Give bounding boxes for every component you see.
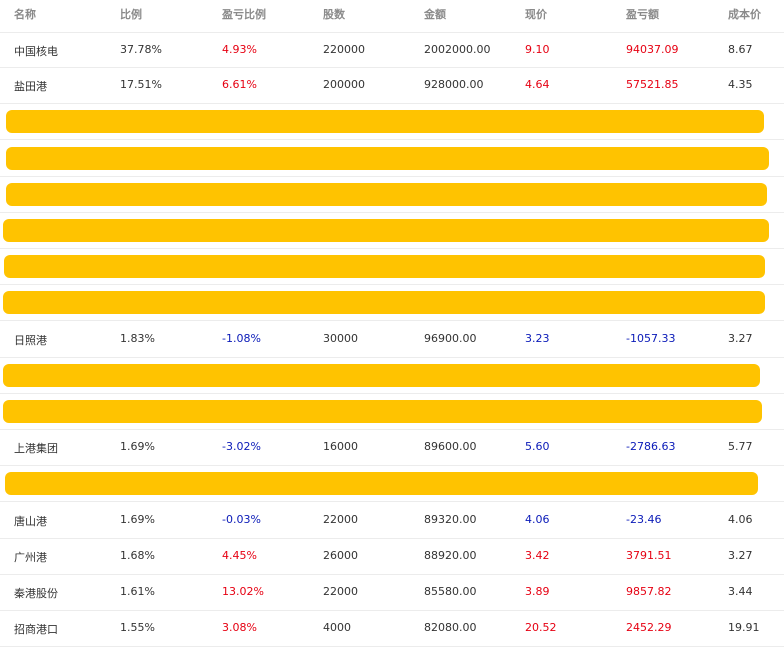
cell-price: 4.64	[525, 78, 550, 92]
table-row[interactable]: 上港集团 1.69% -3.02% 16000 89600.00 5.60 -2786.63…	[0, 430, 784, 467]
cell-price: 9.10	[525, 43, 550, 56]
cell-pl: 9857.82	[626, 585, 672, 598]
cell-name: 盐田港	[14, 80, 47, 94]
cell-pl: 2452.29	[626, 621, 672, 635]
cell-amount: 85580.00	[424, 585, 477, 598]
redaction-bar	[6, 146, 769, 170]
cell-amount: 88920.00	[424, 548, 477, 562]
cell-shares: 4000	[323, 621, 351, 635]
cell-pl-ratio: 6.61%	[222, 78, 257, 92]
cell-shares: 200000	[323, 78, 365, 92]
cell-cost: 4.35	[728, 78, 753, 92]
redaction-bar	[3, 363, 760, 387]
column-header-ratio[interactable]: 比例	[120, 8, 142, 21]
cell-pl-ratio: 13.02%	[222, 585, 264, 598]
cell-ratio: 17.51%	[120, 78, 162, 92]
cell-pl-ratio: 3.08%	[222, 621, 257, 635]
cell-pl-ratio: -1.08%	[222, 331, 261, 345]
column-header-name[interactable]: 名称	[14, 8, 36, 21]
cell-amount: 89600.00	[424, 440, 477, 454]
cell-pl: 94037.09	[626, 43, 679, 56]
cell-price: 5.60	[525, 440, 550, 454]
redaction-bar	[3, 400, 762, 423]
redaction-bar	[5, 472, 758, 496]
column-header-pl-ratio[interactable]: 盈亏比例	[222, 8, 266, 21]
table-row[interactable]: 秦港股份 1.61% 13.02% 22000 85580.00 3.89 9857.82 3…	[0, 575, 784, 611]
cell-amount: 82080.00	[424, 621, 477, 635]
cell-name: 日照港	[14, 333, 47, 347]
table-row[interactable]: 日照港 1.83% -1.08% 30000 96900.00 3.23 -1057.33 3…	[0, 322, 784, 358]
cell-pl-ratio: -0.03%	[222, 512, 261, 526]
cell-pl: -23.46	[626, 512, 662, 526]
cell-price: 20.52	[525, 621, 557, 635]
table-row-redacted[interactable]	[0, 141, 784, 177]
cell-amount: 2002000.00	[424, 43, 491, 56]
table-row-redacted[interactable]	[0, 177, 784, 213]
cell-cost: 19.91	[728, 621, 760, 635]
cell-amount: 928000.00	[424, 78, 484, 92]
column-header-amount[interactable]: 金额	[424, 8, 446, 21]
cell-name: 唐山港	[14, 514, 47, 528]
column-header-shares[interactable]: 股数	[323, 8, 345, 21]
cell-cost: 5.77	[728, 440, 753, 454]
cell-pl: 57521.85	[626, 78, 679, 92]
cell-price: 4.06	[525, 512, 550, 526]
cell-shares: 30000	[323, 331, 358, 345]
column-header-pl[interactable]: 盈亏额	[626, 8, 659, 21]
cell-pl: -1057.33	[626, 331, 676, 345]
table-row[interactable]: 广州港 1.68% 4.45% 26000 88920.00 3.42 3791.51 3.2…	[0, 539, 784, 575]
table-row-redacted[interactable]	[0, 358, 784, 394]
cell-name: 上港集团	[14, 442, 58, 456]
cell-pl-ratio: 4.45%	[222, 548, 257, 562]
cell-shares: 16000	[323, 440, 358, 454]
cell-name: 广州港	[14, 550, 47, 564]
cell-pl-ratio: -3.02%	[222, 440, 261, 454]
redaction-bar	[4, 255, 765, 279]
cell-cost: 8.67	[728, 43, 753, 56]
cell-price: 3.89	[525, 585, 550, 598]
cell-name: 秦港股份	[14, 587, 58, 600]
cell-cost: 4.06	[728, 512, 753, 526]
redaction-bar	[6, 182, 767, 206]
cell-pl-ratio: 4.93%	[222, 43, 257, 56]
cell-ratio: 37.78%	[120, 43, 162, 56]
cell-name: 招商港口	[14, 623, 58, 637]
cell-price: 3.23	[525, 331, 550, 345]
cell-shares: 22000	[323, 512, 358, 526]
cell-amount: 89320.00	[424, 512, 477, 526]
table-row[interactable]: 招商港口 1.55% 3.08% 4000 82080.00 20.52 2452.29 19…	[0, 611, 784, 648]
cell-pl: -2786.63	[626, 440, 676, 454]
table-row[interactable]: 中国核电 37.78% 4.93% 220000 2002000.00 9.10 94037…	[0, 32, 784, 68]
column-header-cost[interactable]: 成本价	[728, 8, 761, 21]
cell-pl: 3791.51	[626, 548, 672, 562]
table-row[interactable]: 盐田港 17.51% 6.61% 200000 928000.00 4.64 57521.8…	[0, 68, 784, 105]
redaction-bar	[3, 219, 769, 242]
cell-ratio: 1.69%	[120, 512, 155, 526]
cell-cost: 3.27	[728, 548, 753, 562]
column-header-price[interactable]: 现价	[525, 8, 547, 21]
cell-ratio: 1.68%	[120, 548, 155, 562]
cell-cost: 3.27	[728, 331, 753, 345]
cell-name: 中国核电	[14, 45, 58, 58]
table-row-redacted[interactable]	[0, 466, 784, 503]
table-row-redacted[interactable]	[0, 213, 784, 249]
table-row-redacted[interactable]	[0, 104, 784, 141]
cell-amount: 96900.00	[424, 331, 477, 345]
table-header: 名称 比例 盈亏比例 股数 金额 现价 盈亏额 成本价	[0, 0, 784, 30]
cell-ratio: 1.55%	[120, 621, 155, 635]
cell-price: 3.42	[525, 548, 550, 562]
redaction-bar	[3, 291, 765, 315]
cell-ratio: 1.61%	[120, 585, 155, 598]
cell-shares: 22000	[323, 585, 358, 598]
redaction-bar	[6, 110, 764, 134]
cell-shares: 26000	[323, 548, 358, 562]
table-row[interactable]: 唐山港 1.69% -0.03% 22000 89320.00 4.06 -23.46 4.0…	[0, 503, 784, 539]
cell-ratio: 1.69%	[120, 440, 155, 454]
table-row-redacted[interactable]	[0, 394, 784, 430]
table-row-redacted[interactable]	[0, 249, 784, 286]
cell-cost: 3.44	[728, 585, 753, 598]
cell-ratio: 1.83%	[120, 331, 155, 345]
table-row-redacted[interactable]	[0, 285, 784, 322]
cell-shares: 220000	[323, 43, 365, 56]
